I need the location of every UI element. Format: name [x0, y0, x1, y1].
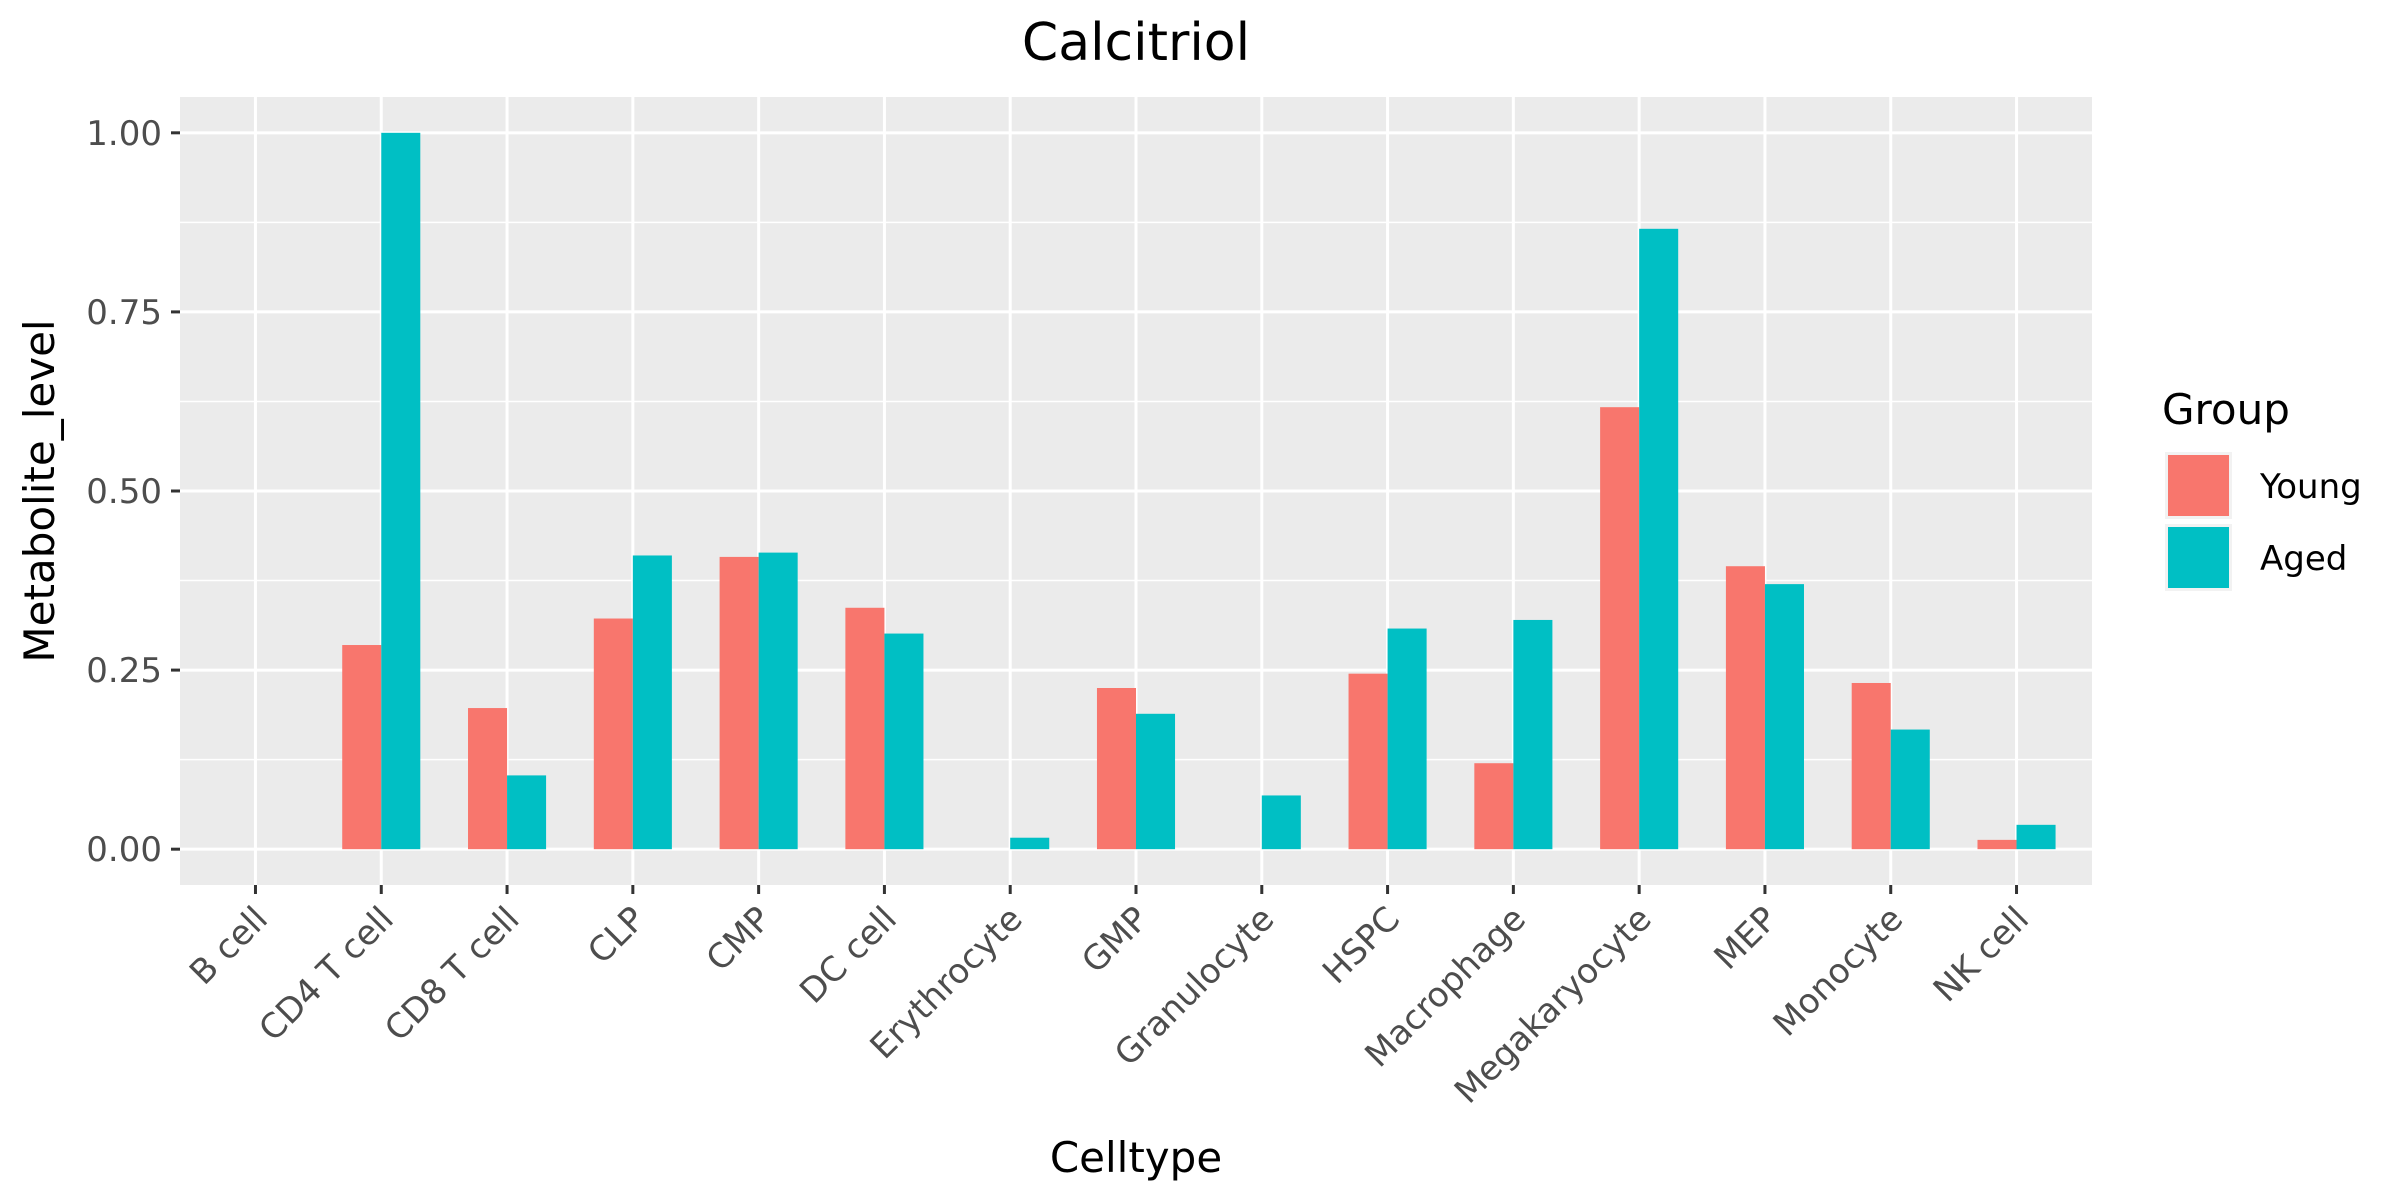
bar-aged-clp: [632, 555, 672, 850]
y-tick-label: 0.25: [86, 651, 162, 691]
x-axis-title: Celltype: [1050, 1133, 1222, 1182]
x-tick-label: CLP: [580, 899, 653, 972]
bar-aged-megakaryocyte: [1639, 228, 1679, 850]
y-axis-title: Metabolite_level: [15, 319, 64, 662]
bar-young-megakaryocyte: [1600, 407, 1640, 850]
x-tick-label: MEP: [1707, 899, 1786, 978]
bar-young-macrophage: [1474, 763, 1514, 850]
bar-young-cd4-t-cell: [342, 645, 382, 850]
x-tick-label: NK cell: [1926, 899, 2037, 1010]
bar-young-mep: [1725, 566, 1765, 850]
bar-aged-macrophage: [1513, 619, 1553, 850]
bar-aged-erythrocyte: [1010, 837, 1050, 850]
bar-aged-cmp: [758, 552, 798, 850]
legend-label-aged: Aged: [2260, 539, 2347, 579]
x-tick-label: CMP: [699, 899, 779, 979]
bar-young-monocyte: [1851, 682, 1891, 850]
bar-young-hspc: [1348, 673, 1388, 850]
y-tick-label: 0.00: [86, 830, 162, 870]
y-tick-label: 0.50: [86, 472, 162, 512]
x-tick-label: CD8 T cell: [377, 899, 527, 1049]
x-tick-label: DC cell: [792, 899, 905, 1012]
bar-aged-dc-cell: [884, 633, 924, 850]
bar-aged-hspc: [1387, 628, 1427, 850]
legend-swatch-aged: [2168, 527, 2229, 588]
bar-young-gmp: [1096, 688, 1136, 850]
x-tick-label: CD4 T cell: [251, 899, 401, 1049]
y-tick-label: 1.00: [86, 114, 162, 154]
bar-young-cmp: [719, 556, 759, 850]
x-tick-label: GMP: [1074, 899, 1156, 981]
x-tick-label: HSPC: [1315, 899, 1408, 992]
y-axis: 0.00 0.25 0.50 0.75 1.00: [86, 114, 180, 870]
bar-aged-granulocyte: [1261, 795, 1301, 850]
bar-young-dc-cell: [845, 607, 885, 850]
bar-aged-mep: [1764, 584, 1804, 850]
bar-aged-monocyte: [1890, 729, 1930, 850]
legend-label-young: Young: [2259, 467, 2362, 507]
bar-young-clp: [593, 618, 633, 850]
x-tick-label: Monocyte: [1766, 899, 1911, 1044]
legend-swatch-young: [2168, 455, 2229, 516]
chart-title: Calcitriol: [1022, 13, 1250, 73]
bar-young-nk-cell: [1977, 839, 2017, 850]
bar-young-cd8-t-cell: [468, 708, 508, 850]
legend-title: Group: [2162, 385, 2290, 434]
y-tick-label: 0.75: [86, 293, 162, 333]
bars: [342, 132, 2056, 850]
bar-aged-cd4-t-cell: [381, 132, 421, 850]
bar-aged-gmp: [1136, 713, 1176, 850]
legend: Group Young Aged: [2162, 385, 2362, 591]
bar-aged-nk-cell: [2016, 824, 2056, 850]
x-tick-label: B cell: [182, 899, 276, 993]
bar-aged-cd8-t-cell: [507, 775, 547, 850]
